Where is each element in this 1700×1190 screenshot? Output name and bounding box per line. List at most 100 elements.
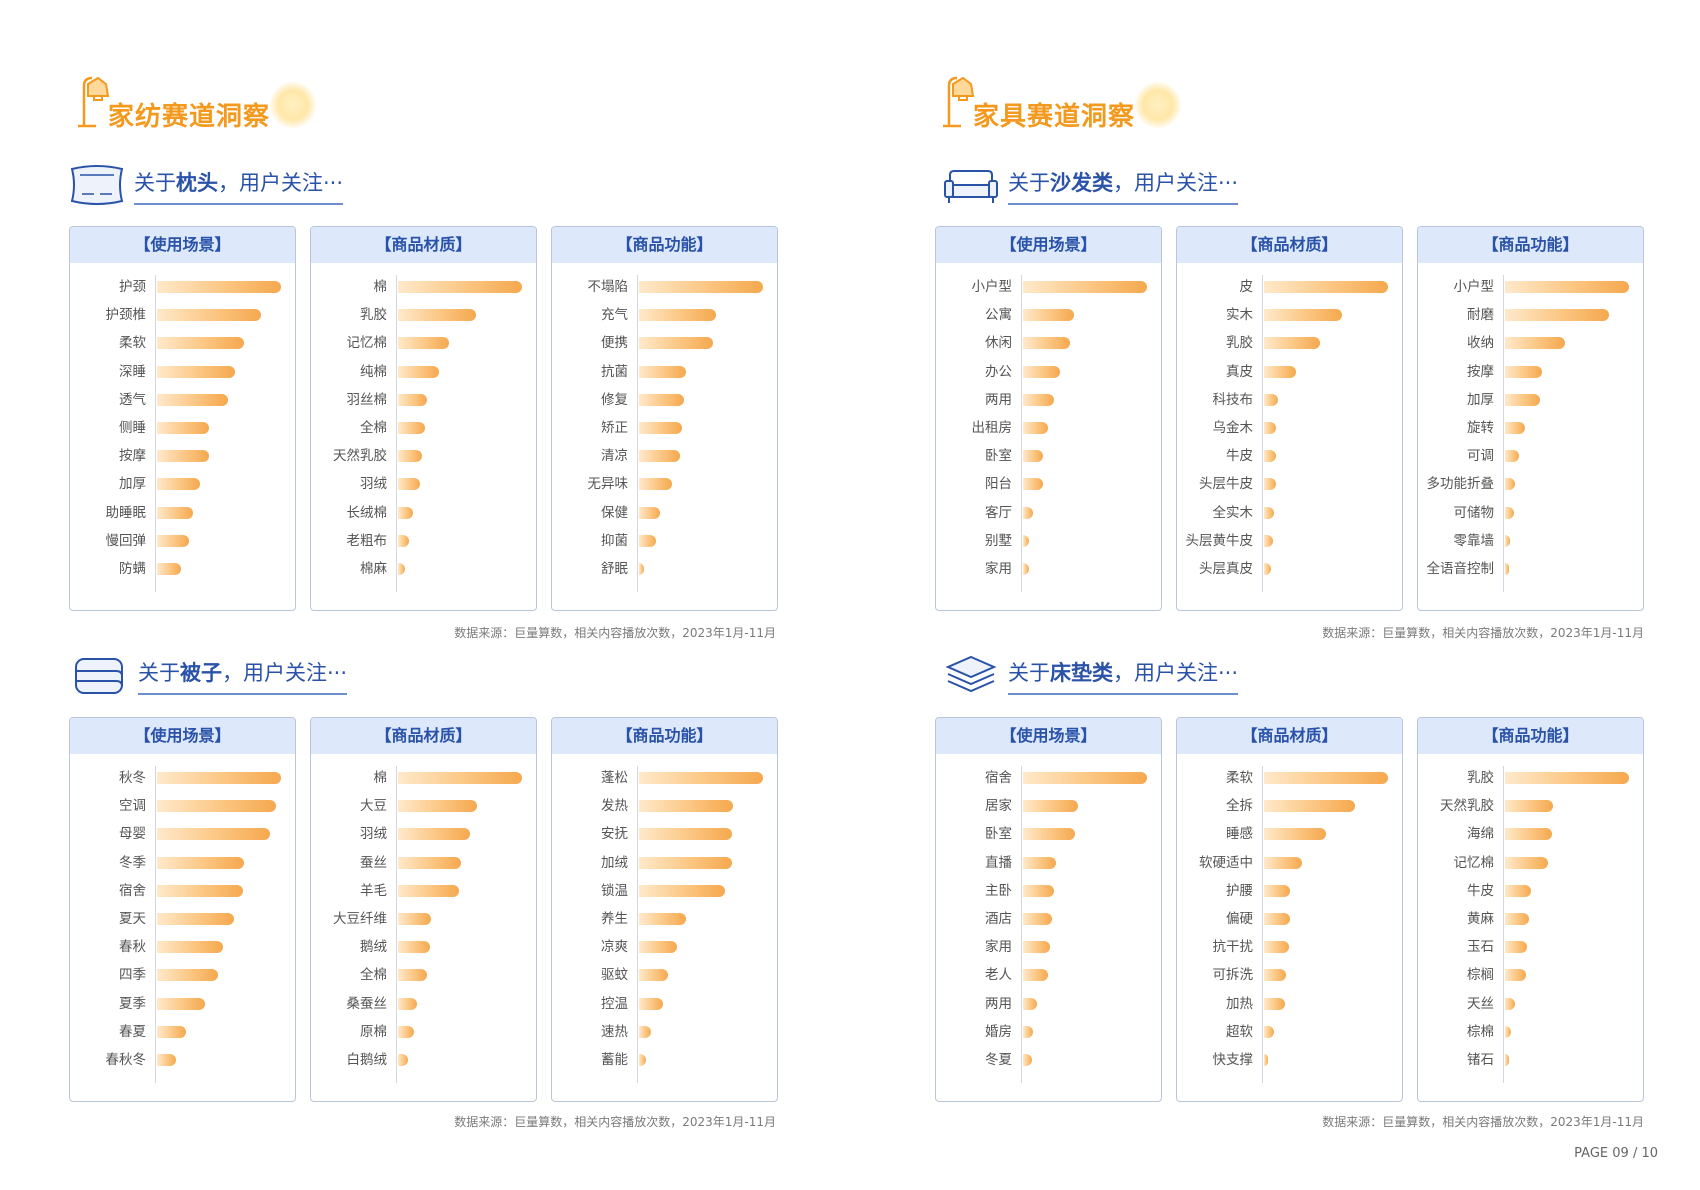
bar (157, 856, 244, 869)
title-glow (1135, 82, 1181, 128)
category-label: 助睡眠 (105, 504, 147, 521)
bar (639, 884, 725, 897)
bar (1264, 941, 1289, 954)
chart-pillow-function: 【商品功能】 不塌陷 充气 便携 抗菌 修复 矫正 清凉 无异味 保健 抑菌 舒眠 (551, 226, 778, 611)
bar-row: 便携 (552, 333, 777, 353)
bar (1505, 800, 1554, 813)
bar (639, 941, 678, 954)
category-label: 无异味 (587, 476, 629, 493)
bar-row: 头层真皮 (1177, 559, 1402, 579)
section-furniture: 家具赛道洞察 关于沙发类，用户关注··· 【使用场景】 小户型 公寓 休闲 办公 两用 出租… (850, 0, 1700, 1190)
category-label: 母婴 (119, 826, 146, 843)
bar (639, 337, 714, 350)
bar (1023, 281, 1147, 293)
bar-row: 可储物 (1418, 503, 1643, 523)
bar (1023, 478, 1043, 491)
bar-row: 养生 (552, 909, 777, 929)
category-label: 大豆纤维 (333, 911, 387, 927)
bar-row: 公寓 (936, 305, 1161, 325)
bar (1505, 478, 1515, 491)
bar-row: 全实木 (1177, 503, 1402, 523)
category-label: 两用 (985, 391, 1012, 408)
bar (157, 941, 223, 954)
category-label: 收纳 (1467, 335, 1494, 352)
bar (398, 913, 432, 925)
category-label: 羽绒 (360, 826, 387, 843)
bar-row: 婚房 (936, 1022, 1161, 1042)
bar (398, 478, 421, 491)
bar (1505, 856, 1549, 869)
bar-row: 舒眠 (552, 559, 777, 579)
bar (157, 1054, 176, 1066)
bar-row: 蚕丝 (311, 853, 536, 873)
category-label: 超软 (1226, 1023, 1253, 1040)
category-label: 小户型 (971, 279, 1013, 295)
category-label: 全实木 (1212, 504, 1254, 521)
bar-row: 抗菌 (552, 362, 777, 382)
bar-row: 小户型 (936, 277, 1161, 297)
bar (157, 772, 281, 784)
category-label: 旋转 (1467, 420, 1494, 436)
bar (1023, 1054, 1032, 1066)
category-label: 舒眠 (601, 561, 628, 577)
category-label: 记忆棉 (1453, 854, 1495, 871)
bar (639, 365, 687, 378)
bar-row: 发热 (552, 796, 777, 816)
bar-row: 速热 (552, 1022, 777, 1042)
bar (1264, 913, 1291, 925)
category-label: 乌金木 (1212, 420, 1254, 436)
category-label: 婚房 (985, 1023, 1012, 1040)
bar (1023, 309, 1074, 322)
bar-row: 天然乳胶 (311, 446, 536, 466)
chart-axis-line (1503, 766, 1504, 1083)
category-label: 清凉 (601, 448, 628, 465)
bar (1505, 1025, 1512, 1038)
bar-row: 棉麻 (311, 559, 536, 579)
bar (398, 365, 439, 378)
bar (639, 772, 763, 784)
bar-row: 休闲 (936, 333, 1161, 353)
chart-sofa-function: 【商品功能】 小户型 耐磨 收纳 按摩 加厚 旋转 可调 多功能折叠 可储物 零靠墙 全语音控制 (1417, 226, 1644, 611)
bar-row: 超软 (1177, 1022, 1402, 1042)
bar-row: 客厅 (936, 503, 1161, 523)
chart-axis-line (155, 275, 156, 592)
data-source-note: 数据来源：巨量算数，相关内容播放次数，2023年1月-11月 (1322, 1115, 1644, 1129)
category-label: 羽绒 (360, 476, 387, 493)
bar-row: 羽绒 (311, 824, 536, 844)
bar-row: 羽绒 (311, 474, 536, 494)
bar-row: 软硬适中 (1177, 853, 1402, 873)
bar-row: 老粗布 (311, 531, 536, 551)
category-label: 零靠墙 (1453, 532, 1495, 549)
category-label: 春夏 (119, 1023, 146, 1040)
bar-row: 全棉 (311, 965, 536, 985)
bar (639, 281, 763, 293)
chart-title: 【商品材质】 (311, 227, 536, 263)
bar (1264, 506, 1274, 519)
category-label: 羽丝棉 (346, 391, 388, 408)
category-label: 棉 (373, 279, 388, 295)
mattress-icon (945, 655, 997, 693)
category-label: 可储物 (1453, 504, 1495, 521)
bar (1023, 828, 1076, 841)
bar-row: 牛皮 (1418, 881, 1643, 901)
bar-row: 棉 (311, 277, 536, 297)
subsection-heading: 关于床垫类，用户关注··· (1008, 657, 1239, 695)
bar (157, 478, 201, 491)
category-label: 加厚 (119, 476, 146, 493)
category-label: 乳胶 (1467, 770, 1494, 786)
bar (157, 393, 228, 406)
bar-row: 耐磨 (1418, 305, 1643, 325)
category-label: 修复 (601, 391, 628, 408)
category-label: 原棉 (360, 1023, 387, 1040)
bar (157, 506, 193, 519)
category-label: 别墅 (985, 532, 1012, 549)
category-label: 桑蚕丝 (346, 995, 388, 1012)
bar (1023, 941, 1051, 954)
category-label: 发热 (601, 798, 628, 815)
bar (1023, 969, 1048, 982)
bar-row: 主卧 (936, 881, 1161, 901)
chart-title: 【商品功能】 (1418, 718, 1643, 754)
bar-row: 羊毛 (311, 881, 536, 901)
category-label: 加热 (1226, 995, 1253, 1012)
bar-row: 居家 (936, 796, 1161, 816)
